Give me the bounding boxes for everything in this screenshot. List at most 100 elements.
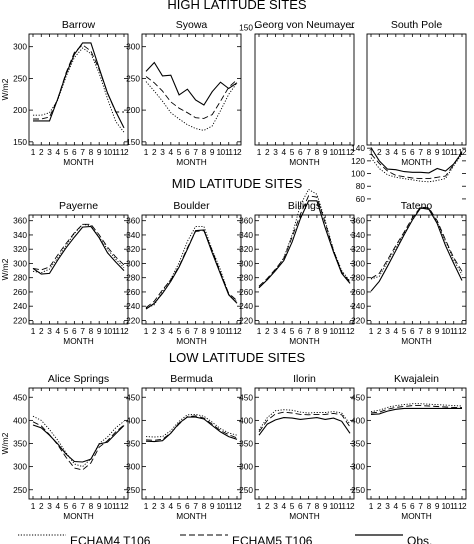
x-tick-label: 2 bbox=[152, 147, 157, 157]
x-tick-label: 5 bbox=[290, 501, 295, 511]
x-tick-label: 7 bbox=[306, 501, 311, 511]
x-tick-label: 4 bbox=[394, 147, 399, 157]
x-tick-label: 3 bbox=[273, 326, 278, 336]
x-tick-label: 3 bbox=[385, 326, 390, 336]
x-tick-label: 12 bbox=[233, 147, 242, 157]
x-tick-label: 10 bbox=[216, 326, 225, 336]
y-tick-label: 100 bbox=[351, 169, 365, 179]
x-tick-label: 1 bbox=[369, 147, 374, 157]
series-line-echam5 bbox=[32, 421, 125, 471]
x-tick-label: 11 bbox=[112, 326, 120, 336]
x-tick-label: 5 bbox=[177, 147, 182, 157]
series-line-echam5 bbox=[370, 151, 463, 180]
y-tick-label: 250 bbox=[13, 73, 27, 83]
x-tick-label: 11 bbox=[225, 501, 233, 511]
series-line-obs bbox=[32, 225, 125, 275]
y-tick-label: 260 bbox=[239, 287, 253, 297]
x-tick-label: 12 bbox=[120, 501, 129, 511]
x-tick-label: 12 bbox=[233, 326, 242, 336]
x-tick-label: 12 bbox=[233, 501, 242, 511]
x-tick-label: 6 bbox=[185, 326, 190, 336]
series-line-echam4 bbox=[33, 47, 125, 133]
panel-title: Tateno bbox=[401, 200, 433, 212]
x-tick-label: 4 bbox=[169, 147, 174, 157]
x-tick-label: 10 bbox=[329, 501, 338, 511]
x-tick-label: 6 bbox=[72, 501, 77, 511]
panel-title: Boulder bbox=[173, 200, 210, 212]
x-axis-label: MONTH bbox=[63, 336, 93, 346]
x-tick-label: 5 bbox=[402, 326, 407, 336]
x-tick-label: 12 bbox=[458, 147, 467, 157]
y-tick-label: 400 bbox=[13, 415, 27, 425]
y-tick-label: 220 bbox=[239, 315, 253, 325]
panel-title: Ilorin bbox=[293, 373, 316, 385]
x-tick-label: 10 bbox=[329, 326, 338, 336]
x-tick-label: 2 bbox=[377, 147, 382, 157]
panel-frame bbox=[366, 214, 467, 325]
x-tick-label: 11 bbox=[338, 326, 346, 336]
x-tick-label: 4 bbox=[56, 147, 61, 157]
x-tick-label: 8 bbox=[315, 326, 320, 336]
series-line-echam5 bbox=[258, 411, 351, 433]
x-axis-label: MONTH bbox=[176, 511, 206, 521]
x-tick-label: 4 bbox=[56, 501, 61, 511]
series-line-obs bbox=[33, 42, 125, 129]
y-tick-label: 220 bbox=[13, 315, 27, 325]
x-tick-label: 4 bbox=[169, 501, 174, 511]
series-line-echam4 bbox=[145, 413, 238, 438]
x-tick-label: 1 bbox=[257, 326, 262, 336]
x-tick-label: 5 bbox=[64, 147, 69, 157]
x-tick-label: 5 bbox=[64, 501, 69, 511]
x-tick-label: 12 bbox=[120, 326, 129, 336]
x-tick-label: 9 bbox=[97, 326, 102, 336]
panel-frame bbox=[141, 387, 242, 500]
x-tick-label: 11 bbox=[112, 147, 120, 157]
section-title: LOW LATITUDE SITES bbox=[169, 350, 306, 365]
panel-title: Barrow bbox=[62, 19, 96, 31]
section-title: HIGH LATITUDE SITES bbox=[167, 0, 306, 12]
x-tick-label: 8 bbox=[89, 501, 94, 511]
x-tick-label: 11 bbox=[450, 501, 458, 511]
y-tick-label: 350 bbox=[351, 439, 365, 449]
x-tick-label: 10 bbox=[329, 147, 338, 157]
y-tick-label: 280 bbox=[126, 273, 140, 283]
x-tick-label: 6 bbox=[410, 501, 415, 511]
panel-frame bbox=[141, 214, 242, 325]
x-axis-label: MONTH bbox=[289, 511, 319, 521]
x-tick-label: 2 bbox=[152, 326, 157, 336]
y-tick-label: 350 bbox=[239, 439, 253, 449]
x-tick-label: 2 bbox=[39, 147, 44, 157]
y-tick-label: 320 bbox=[13, 244, 27, 254]
y-tick-label: 200 bbox=[126, 105, 140, 115]
x-tick-label: 7 bbox=[418, 147, 423, 157]
x-tick-label: 11 bbox=[450, 326, 458, 336]
series-line-echam4 bbox=[370, 207, 463, 280]
y-tick-label: 300 bbox=[239, 462, 253, 472]
x-tick-label: 4 bbox=[282, 501, 287, 511]
y-tick-label: 300 bbox=[351, 258, 365, 268]
panel-frame bbox=[366, 387, 467, 500]
y-tick-label: 320 bbox=[126, 244, 140, 254]
x-tick-label: 12 bbox=[346, 147, 355, 157]
x-tick-label: 6 bbox=[185, 147, 190, 157]
x-tick-label: 3 bbox=[160, 147, 165, 157]
x-tick-label: 6 bbox=[410, 326, 415, 336]
x-tick-label: 12 bbox=[346, 501, 355, 511]
x-tick-label: 2 bbox=[377, 501, 382, 511]
legend-label-echam5: ECHAM5 T106 bbox=[232, 534, 313, 544]
x-tick-label: 5 bbox=[177, 501, 182, 511]
series-line-obs bbox=[145, 416, 238, 443]
y-tick-label: 260 bbox=[13, 287, 27, 297]
y-tick-label: 250 bbox=[126, 485, 140, 495]
y-tick-label: 280 bbox=[239, 273, 253, 283]
x-tick-label: 3 bbox=[47, 147, 52, 157]
x-tick-label: 10 bbox=[103, 147, 112, 157]
y-tick-label: 250 bbox=[13, 485, 27, 495]
x-tick-label: 1 bbox=[31, 147, 36, 157]
x-tick-label: 8 bbox=[89, 147, 94, 157]
x-tick-label: 12 bbox=[458, 501, 467, 511]
x-tick-label: 2 bbox=[377, 326, 382, 336]
y-tick-label: 240 bbox=[351, 301, 365, 311]
x-tick-label: 1 bbox=[369, 501, 374, 511]
series-line-obs bbox=[32, 424, 125, 463]
